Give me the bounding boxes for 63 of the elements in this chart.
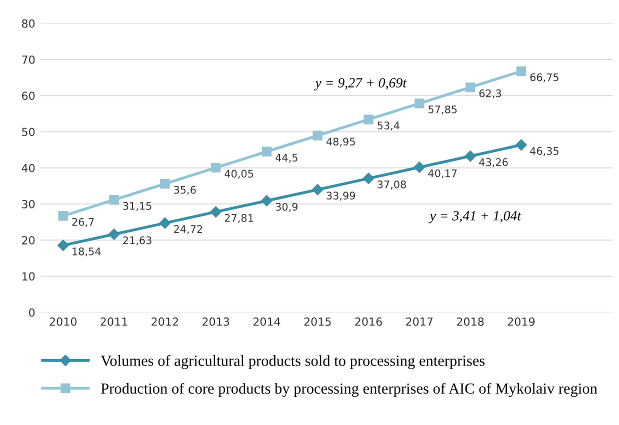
point [159,217,171,229]
annotation: y = 9,27 + 0,69t [314,78,407,90]
x-tick-label: 2012 [152,317,178,326]
point [516,66,526,76]
point [312,184,324,196]
point [262,146,272,156]
y-tick-label: 50 [22,128,35,136]
data-label: 35,6 [174,186,196,195]
y-tick-label: 60 [22,92,35,100]
y-tick-label: 0 [29,308,35,317]
data-label: 31,15 [123,202,152,211]
data-label: 43,26 [479,158,508,168]
point [516,139,527,151]
x-tick-label: 2015 [304,317,331,326]
x-tick-label: 2014 [253,317,280,326]
point [464,150,476,162]
point [109,194,119,205]
point [414,162,426,173]
data-label: 33,99 [326,192,356,201]
data-label: 48,95 [326,138,355,147]
legend-label: Volumes of agricultural products sold to processing enterprises [100,355,485,370]
data-label: 26,7 [72,218,94,227]
y-tick-label: 30 [22,200,35,208]
data-label: 18,54 [72,247,101,256]
data-label: 46,35 [530,147,558,156]
x-tick-label: 2013 [202,317,230,326]
point [465,82,476,92]
y-tick-label: 10 [22,272,35,281]
data-label: 66,75 [530,73,558,82]
point [108,228,120,240]
y-tick-label: 80 [22,19,35,28]
data-label: 40,05 [224,170,254,179]
point [261,195,272,206]
data-label: 37,08 [378,180,406,190]
point [58,211,68,221]
point [160,178,170,189]
y-tick-label: 70 [22,55,35,64]
data-label: 44,5 [276,154,298,163]
point [364,114,374,124]
x-tick-label: 2017 [406,317,433,326]
data-label: 30,9 [276,202,298,212]
data-label: 27,81 [224,214,254,223]
data-label: 24,72 [174,225,202,234]
y-tick-label: 40 [22,164,35,172]
point [210,206,222,218]
y-tick-label: 20 [22,236,35,245]
data-label: 21,63 [123,236,152,246]
point [362,172,374,184]
annotation: y = 3,41 + 1,04t [428,211,522,224]
point [58,240,69,252]
legend-label: Production of core products by processing enterprises of AIC of Mykolaiv region [101,382,598,397]
data-label: 53,4 [378,122,400,130]
x-tick-label: 2011 [100,317,128,326]
data-label: 62,3 [479,89,501,98]
data-label: 40,17 [428,169,457,178]
x-tick-label: 2016 [355,317,382,326]
data-label: 57,85 [428,105,457,114]
point [414,98,424,108]
x-tick-label: 2010 [50,317,77,326]
x-tick-label: 2019 [508,317,535,326]
point [210,162,221,173]
x-tick-label: 2018 [456,317,484,326]
point [312,130,322,140]
